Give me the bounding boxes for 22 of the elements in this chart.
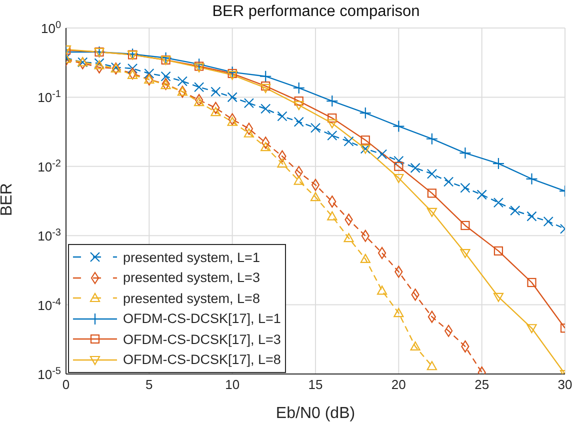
legend-label: presented system, L=1: [123, 250, 260, 265]
x-tick-label: 10: [225, 377, 240, 392]
legend-label: presented system, L=3: [123, 270, 260, 286]
x-axis-title: Eb/N0 (dB): [276, 405, 356, 422]
x-tick-label: 5: [146, 377, 153, 392]
y-tick-label: 10$^{-1}$: [38, 88, 62, 106]
y-axis-title: BER: [0, 183, 16, 216]
legend-label: presented system, L=8: [123, 290, 260, 306]
y-tick-label: 10$^{-5}$: [38, 366, 62, 382]
x-tick-label: 15: [308, 377, 323, 392]
chart-title: BER performance comparison: [211, 3, 421, 21]
legend-label: OFDM-CS-DCSK[17], L=1: [123, 311, 281, 326]
x-tick-label: 0: [62, 377, 70, 392]
y-tick-label: 10$^{-2}$: [38, 158, 62, 174]
x-tick-label: 20: [391, 377, 406, 392]
x-tick-label: 25: [474, 377, 490, 392]
y-tick-label: 10$^{-3}$: [38, 227, 62, 244]
x-tick-label: 30: [558, 377, 572, 392]
y-tick-label: 10$^{-4}$: [38, 296, 62, 313]
legend-label: OFDM-CS-DCSK[17], L=8: [123, 352, 281, 368]
y-tick-label: 10$^{0}$: [40, 20, 62, 36]
legend-label: OFDM-CS-DCSK[17], L=3: [123, 332, 281, 347]
